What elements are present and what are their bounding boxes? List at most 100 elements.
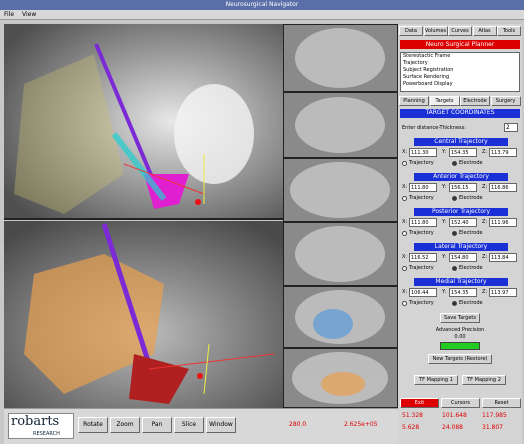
level-value: 280.0 xyxy=(289,421,307,428)
cursor-coord: 5.628 xyxy=(402,424,420,431)
axis-label: Y: xyxy=(442,184,447,190)
radio-label: Electrode xyxy=(459,300,483,306)
radio-button[interactable] xyxy=(402,161,407,166)
coord-input[interactable]: 116.86 xyxy=(489,183,517,192)
save-button[interactable]: Save Targets xyxy=(440,313,480,323)
radio-button[interactable] xyxy=(402,266,407,271)
coord-input[interactable]: 156.15 xyxy=(449,183,477,192)
cursor-coord: 117.985 xyxy=(482,412,507,419)
tab[interactable]: Tools xyxy=(497,26,521,36)
radio-label: Electrode xyxy=(459,195,483,201)
list-item[interactable]: Surface Rendering xyxy=(403,74,450,80)
radio-button[interactable] xyxy=(452,196,457,201)
coord-input[interactable]: 111.30 xyxy=(409,148,437,157)
sub-tab[interactable]: Planning xyxy=(399,96,429,106)
radio-button[interactable] xyxy=(402,196,407,201)
cursor-coord: 101.648 xyxy=(442,412,467,419)
precision-value: 0.00 xyxy=(454,334,466,340)
tool-button[interactable]: Zoom xyxy=(110,417,140,433)
axis-label: Y: xyxy=(442,149,447,155)
render-views xyxy=(4,24,283,408)
menu-item[interactable]: View xyxy=(22,11,37,18)
axis-label: Z: xyxy=(482,254,488,260)
cursor-coord: 31.807 xyxy=(482,424,503,431)
axis-label: X: xyxy=(402,219,408,225)
axis-label: Z: xyxy=(482,289,488,295)
list-item[interactable]: Stereotactic Frame xyxy=(403,53,451,59)
window-value: 2.625e+05 xyxy=(344,421,378,428)
precision-label: Advanced Precision xyxy=(435,327,485,333)
tab[interactable]: Atlas xyxy=(472,26,497,36)
list-item[interactable]: Trajectory xyxy=(403,60,428,66)
slice-views xyxy=(283,24,398,408)
tab[interactable]: Data xyxy=(399,26,423,36)
sub-tab[interactable]: Electrode xyxy=(460,96,490,106)
radio-label: Electrode xyxy=(459,160,483,166)
footer-button[interactable]: Cursors xyxy=(441,398,480,408)
logo-subtext: RESEARCH xyxy=(33,431,60,437)
tool-button[interactable]: Window xyxy=(206,417,236,433)
radio-label: Electrode xyxy=(459,230,483,236)
axis-label: Z: xyxy=(482,149,488,155)
menu-bar: File View xyxy=(0,10,524,20)
sub-tab[interactable]: Targets xyxy=(429,96,460,106)
radio-label: Trajectory xyxy=(409,195,434,201)
restore-button[interactable]: New Targets (Restore) xyxy=(428,354,492,364)
cursor-coord: 24.088 xyxy=(442,424,463,431)
axis-label: X: xyxy=(402,289,408,295)
axis-label: Y: xyxy=(442,289,447,295)
sub-tab[interactable]: Surgery xyxy=(490,96,521,106)
coord-input[interactable]: 111.96 xyxy=(489,218,517,227)
coord-input[interactable]: 116.52 xyxy=(409,253,437,262)
coord-input[interactable]: 113.84 xyxy=(489,253,517,262)
radio-button[interactable] xyxy=(452,301,457,306)
list-item[interactable]: Powerboard Display xyxy=(403,81,453,87)
title-bar: Neurosurgical Navigator xyxy=(0,0,524,10)
coord-input[interactable]: 113.97 xyxy=(489,288,517,297)
toolbar: robarts RESEARCH 280.0 2.625e+05 Rotate Z… xyxy=(4,408,398,444)
axis-label: X: xyxy=(402,184,408,190)
precision-slider[interactable] xyxy=(440,342,480,350)
radio-button[interactable] xyxy=(452,161,457,166)
tool-button[interactable]: Slice xyxy=(174,417,204,433)
coord-input[interactable]: 113.79 xyxy=(489,148,517,157)
planner-header: Neuro Surgical Planner xyxy=(400,40,520,49)
axis-label: Y: xyxy=(442,219,447,225)
axis-label: Y: xyxy=(442,254,447,260)
coord-input[interactable]: 111.80 xyxy=(409,183,437,192)
radio-button[interactable] xyxy=(452,231,457,236)
trajectory-header: Medial Trajectory xyxy=(414,278,508,286)
footer-button[interactable]: Exit xyxy=(400,398,439,408)
coord-input[interactable]: 154.35 xyxy=(449,148,477,157)
mapping-button[interactable]: TF Mapping 2 xyxy=(462,375,506,385)
coord-input[interactable]: 111.80 xyxy=(409,218,437,227)
axis-label: X: xyxy=(402,149,408,155)
trajectory-header: Central Trajectory xyxy=(414,138,508,146)
window-title: Neurosurgical Navigator xyxy=(225,1,299,8)
axis-label: Z: xyxy=(482,184,488,190)
radio-label: Trajectory xyxy=(409,265,434,271)
tab[interactable]: Curves xyxy=(448,26,472,36)
tool-button[interactable]: Rotate xyxy=(78,417,108,433)
control-panel: Data Volumes Curves Atlas Tools Neuro Surgica… xyxy=(398,24,522,444)
trajectory-header: Lateral Trajectory xyxy=(414,243,508,251)
coord-input[interactable]: 106.44 xyxy=(409,288,437,297)
tool-button[interactable]: Pan xyxy=(142,417,172,433)
radio-button[interactable] xyxy=(402,301,407,306)
coord-input[interactable]: 154.80 xyxy=(449,253,477,262)
section-header: TARGET COORDINATES xyxy=(400,109,520,118)
cursor-coord: 51.328 xyxy=(402,412,423,419)
menu-item[interactable]: File xyxy=(4,11,15,18)
tab[interactable]: Volumes xyxy=(423,26,448,36)
list-item[interactable]: Subject Registration xyxy=(403,67,454,73)
thickness-label: Enter distance-Thickness: xyxy=(402,125,466,131)
mapping-button[interactable]: TF Mapping 1 xyxy=(414,375,458,385)
radio-button[interactable] xyxy=(452,266,457,271)
thickness-input[interactable]: 2 xyxy=(504,123,518,132)
coord-input[interactable]: 154.35 xyxy=(449,288,477,297)
footer-button[interactable]: Reset xyxy=(482,398,521,408)
radio-button[interactable] xyxy=(402,231,407,236)
radio-label: Trajectory xyxy=(409,300,434,306)
coord-input[interactable]: 152.40 xyxy=(449,218,477,227)
